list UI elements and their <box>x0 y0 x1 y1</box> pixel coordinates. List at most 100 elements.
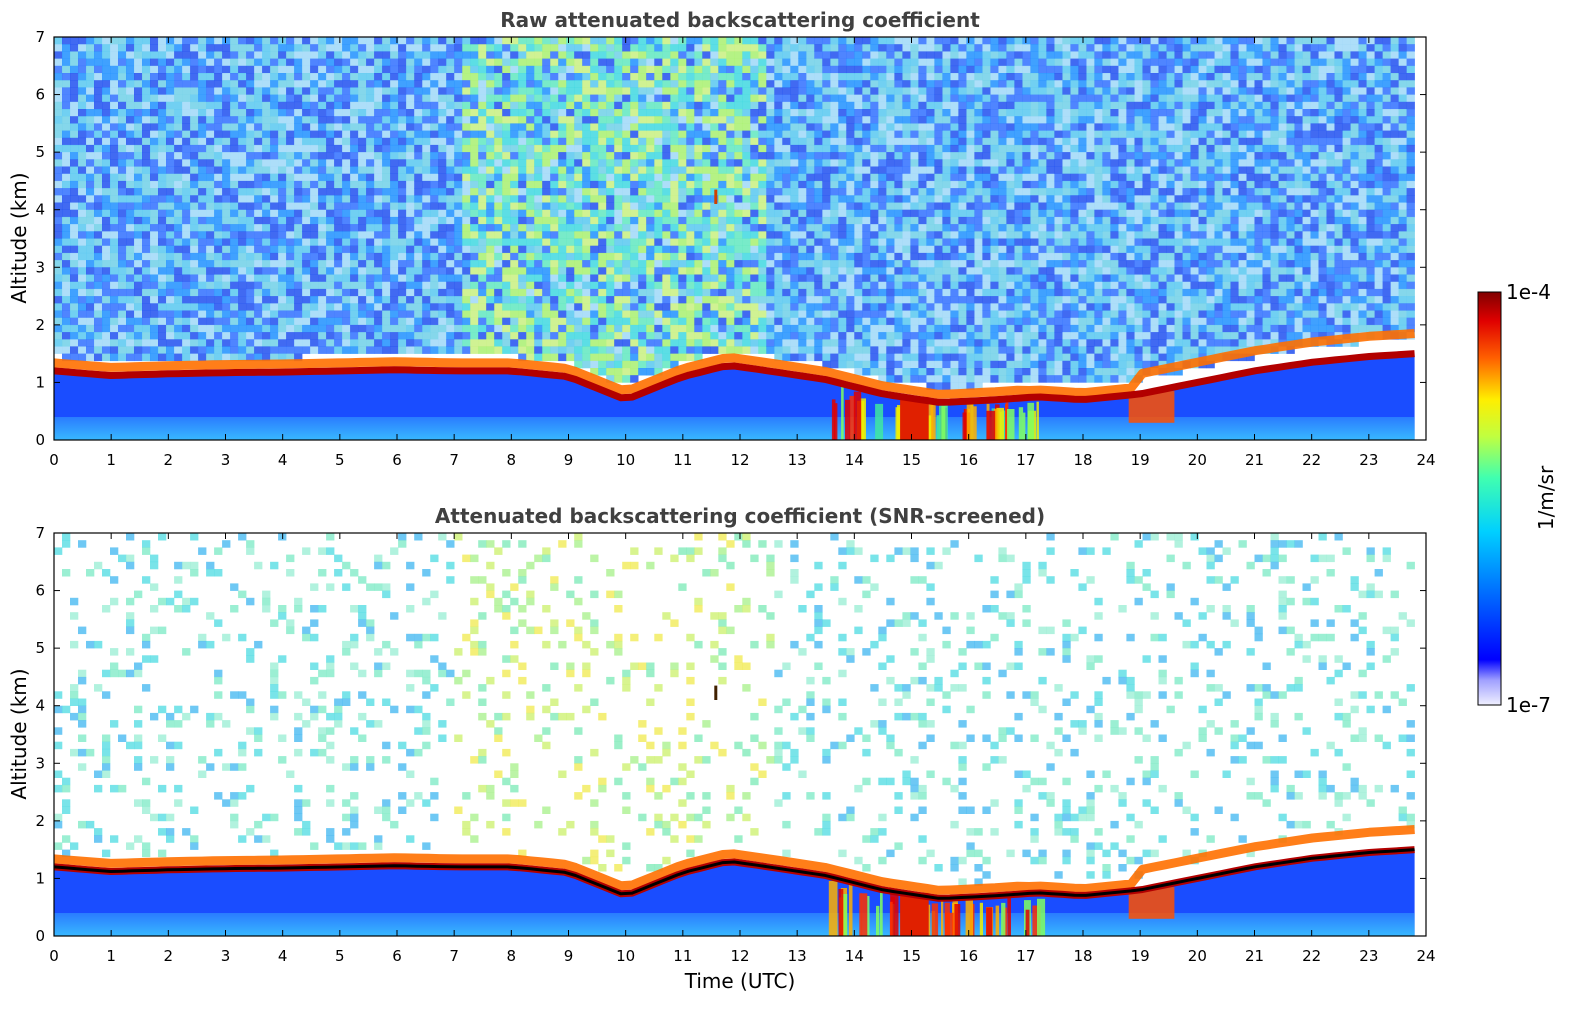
raw-noise-cell <box>702 317 711 326</box>
raw-noise-cell <box>310 44 319 52</box>
raw-noise-cell <box>702 288 711 297</box>
raw-noise-cell <box>902 324 911 333</box>
raw-noise-cell <box>910 65 919 74</box>
raw-noise-cell <box>486 180 495 189</box>
raw-noise-cell <box>926 368 935 376</box>
raw-noise-cell <box>902 375 911 383</box>
raw-noise-cell <box>678 188 687 196</box>
raw-noise-cell <box>286 152 295 160</box>
raw-noise-cell <box>334 130 343 139</box>
raw-noise-cell <box>382 65 391 74</box>
raw-noise-cell <box>566 166 575 174</box>
raw-noise-cell <box>542 245 551 254</box>
raw-noise-cell <box>158 317 167 326</box>
raw-noise-cell <box>846 130 855 139</box>
raw-noise-cell <box>246 137 255 146</box>
raw-noise-cell <box>238 310 247 318</box>
raw-noise-cell <box>670 130 679 139</box>
raw-noise-cell <box>526 296 535 304</box>
raw-noise-cell <box>102 296 111 304</box>
raw-noise-cell <box>430 101 439 110</box>
raw-noise-cell <box>702 188 711 196</box>
raw-noise-cell <box>734 303 743 311</box>
raw-noise-cell <box>206 209 215 218</box>
raw-noise-cell <box>822 281 831 290</box>
raw-noise-cell <box>718 346 727 354</box>
raw-noise-cell <box>646 252 655 261</box>
raw-noise-cell <box>246 87 255 95</box>
raw-noise-cell <box>678 310 687 318</box>
raw-noise-cell <box>406 324 415 333</box>
raw-noise-cell <box>646 346 655 354</box>
raw-noise-cell <box>694 116 703 124</box>
raw-noise-cell <box>254 101 263 110</box>
raw-noise-cell <box>390 245 399 254</box>
raw-noise-cell <box>214 231 223 239</box>
raw-noise-cell <box>294 202 303 210</box>
raw-noise-cell <box>598 166 607 174</box>
raw-noise-cell <box>758 101 767 110</box>
raw-noise-cell <box>278 317 287 326</box>
raw-noise-cell <box>222 51 231 59</box>
raw-noise-cell <box>422 317 431 326</box>
raw-noise-cell <box>686 281 695 290</box>
raw-noise-cell <box>286 224 295 232</box>
raw-noise-cell <box>534 346 543 354</box>
raw-noise-cell <box>334 166 343 174</box>
raw-noise-cell <box>198 224 207 232</box>
raw-noise-cell <box>726 144 735 153</box>
raw-noise-cell <box>902 224 911 232</box>
raw-noise-cell <box>574 80 583 88</box>
raw-noise-cell <box>934 144 943 153</box>
raw-noise-cell <box>878 101 887 110</box>
raw-noise-cell <box>630 109 639 117</box>
raw-noise-cell <box>414 116 423 124</box>
raw-noise-cell <box>574 216 583 225</box>
raw-noise-cell <box>190 73 199 81</box>
raw-noise-cell <box>126 87 135 95</box>
raw-noise-cell <box>318 332 327 340</box>
raw-noise-cell <box>726 180 735 189</box>
raw-noise-cell <box>926 332 935 340</box>
raw-noise-cell <box>294 216 303 225</box>
raw-noise-cell <box>374 37 383 45</box>
raw-noise-cell <box>646 58 655 67</box>
raw-noise-cell <box>894 245 903 254</box>
raw-noise-cell <box>718 195 727 203</box>
raw-noise-cell <box>798 346 807 354</box>
raw-noise-cell <box>806 245 815 254</box>
raw-noise-cell <box>230 173 239 182</box>
raw-noise-cell <box>566 87 575 95</box>
raw-noise-cell <box>926 73 935 81</box>
raw-noise-cell <box>86 65 95 74</box>
raw-noise-cell <box>462 317 471 326</box>
raw-noise-cell <box>814 130 823 139</box>
raw-noise-cell <box>766 94 775 103</box>
raw-noise-cell <box>454 87 463 95</box>
raw-noise-cell <box>110 58 119 67</box>
raw-noise-cell <box>694 188 703 196</box>
raw-noise-cell <box>734 73 743 81</box>
raw-noise-cell <box>590 245 599 254</box>
raw-noise-cell <box>614 339 623 347</box>
raw-noise-cell <box>886 101 895 110</box>
raw-noise-cell <box>814 310 823 318</box>
raw-noise-cell <box>718 144 727 153</box>
raw-noise-cell <box>294 310 303 318</box>
raw-noise-cell <box>166 202 175 210</box>
raw-noise-cell <box>86 324 95 333</box>
raw-noise-cell <box>374 58 383 67</box>
raw-noise-cell <box>694 296 703 304</box>
raw-noise-cell <box>782 37 791 45</box>
raw-noise-cell <box>894 159 903 167</box>
raw-noise-cell <box>102 224 111 232</box>
raw-noise-cell <box>78 130 87 139</box>
raw-noise-cell <box>462 101 471 110</box>
raw-noise-cell <box>894 94 903 103</box>
raw-noise-cell <box>582 317 591 326</box>
raw-noise-cell <box>470 288 479 297</box>
raw-noise-cell <box>422 188 431 196</box>
raw-noise-cell <box>342 94 351 103</box>
raw-noise-cell <box>334 252 343 261</box>
raw-noise-cell <box>862 87 871 95</box>
